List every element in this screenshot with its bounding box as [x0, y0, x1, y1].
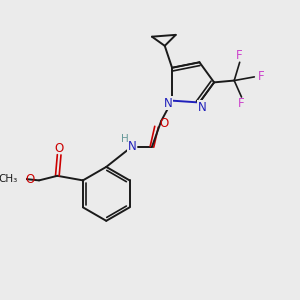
Text: N: N: [198, 100, 207, 114]
Text: F: F: [238, 97, 245, 110]
Text: O: O: [159, 116, 169, 130]
Text: O: O: [25, 173, 34, 186]
Text: O: O: [55, 142, 64, 155]
Text: H: H: [121, 134, 128, 144]
Text: F: F: [236, 50, 243, 62]
Text: N: N: [128, 140, 136, 153]
Text: F: F: [257, 70, 264, 83]
Text: N: N: [164, 97, 173, 110]
Text: CH₃: CH₃: [0, 174, 17, 184]
